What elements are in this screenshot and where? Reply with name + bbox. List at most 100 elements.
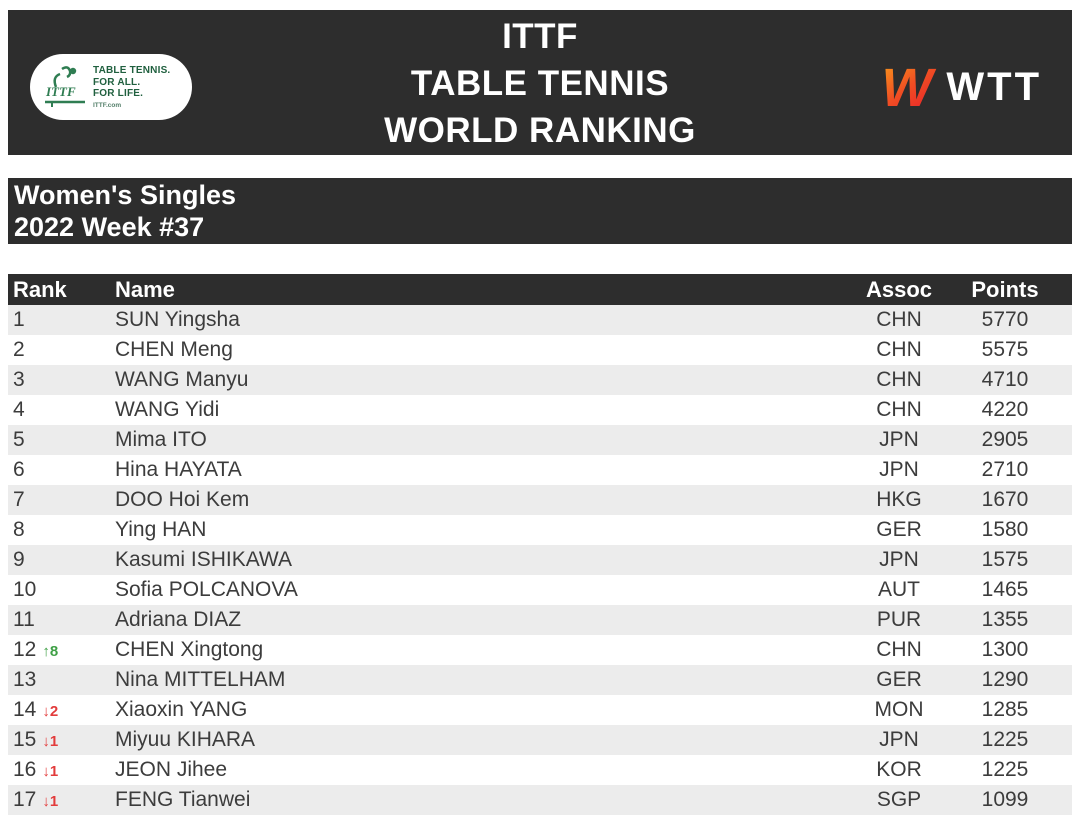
player-points: 2710 bbox=[981, 458, 1029, 481]
table-row: 11 Adriana DIAZ PUR 1355 bbox=[8, 605, 1072, 635]
rank-change-indicator: ↑8 bbox=[42, 643, 59, 660]
rank-cell: 6 bbox=[8, 458, 112, 482]
player-points: 5770 bbox=[981, 308, 1029, 331]
column-header-name: Name bbox=[115, 276, 175, 302]
table-row: 14 ↓2 Xiaoxin YANG MON 1285 bbox=[8, 695, 1072, 725]
rank-cell: 17 ↓1 bbox=[8, 788, 112, 812]
rank-change-indicator: ↓1 bbox=[42, 763, 59, 780]
svg-text:ITTF: ITTF bbox=[45, 84, 76, 99]
table-row: 12 ↑8 CHEN Xingtong CHN 1300 bbox=[8, 635, 1072, 665]
player-points: 2905 bbox=[981, 428, 1029, 451]
ittf-site-label: ITTF.com bbox=[93, 101, 122, 109]
rank-cell: 12 ↑8 bbox=[8, 638, 112, 662]
player-assoc: CHN bbox=[876, 368, 922, 391]
rank-value: 15 bbox=[13, 728, 37, 751]
category-title: Women's Singles bbox=[14, 180, 236, 210]
player-points: 1290 bbox=[981, 668, 1029, 691]
rank-value: 6 bbox=[13, 458, 25, 481]
rank-value: 12 bbox=[13, 638, 37, 661]
column-header-assoc: Assoc bbox=[865, 276, 933, 302]
rank-cell: 1 bbox=[8, 308, 112, 332]
ittf-slogan-line: FOR LIFE. bbox=[93, 88, 144, 100]
rank-cell: 7 bbox=[8, 488, 112, 512]
player-assoc: PUR bbox=[876, 608, 922, 631]
player-assoc: GER bbox=[876, 668, 922, 691]
player-points: 1300 bbox=[981, 638, 1029, 661]
rank-value: 8 bbox=[13, 518, 25, 541]
rank-cell: 5 bbox=[8, 428, 112, 452]
player-assoc: CHN bbox=[876, 398, 922, 421]
player-points: 4710 bbox=[981, 368, 1029, 391]
player-assoc: JPN bbox=[879, 728, 919, 751]
player-name: WANG Manyu bbox=[115, 368, 249, 391]
rank-value: 3 bbox=[13, 368, 25, 391]
player-assoc: JPN bbox=[879, 428, 919, 451]
rank-cell: 15 ↓1 bbox=[8, 728, 112, 752]
table-row: 5 Mima ITO JPN 2905 bbox=[8, 425, 1072, 455]
rank-change-indicator: ↓2 bbox=[42, 703, 59, 720]
rank-value: 11 bbox=[13, 608, 35, 631]
player-name: Sofia POLCANOVA bbox=[115, 578, 298, 601]
player-name: Hina HAYATA bbox=[115, 458, 242, 481]
player-name: CHEN Xingtong bbox=[115, 638, 264, 661]
table-row: 7 DOO Hoi Kem HKG 1670 bbox=[8, 485, 1072, 515]
table-row: 8 Ying HAN GER 1580 bbox=[8, 515, 1072, 545]
player-name: Miyuu KIHARA bbox=[115, 728, 256, 751]
rank-value: 14 bbox=[13, 698, 37, 721]
table-row: 17 ↓1 FENG Tianwei SGP 1099 bbox=[8, 785, 1072, 815]
table-row: 13 Nina MITTELHAM GER 1290 bbox=[8, 665, 1072, 695]
player-assoc: SGP bbox=[876, 788, 922, 811]
player-assoc: AUT bbox=[878, 578, 920, 601]
table-row: 15 ↓1 Miyuu KIHARA JPN 1225 bbox=[8, 725, 1072, 755]
rank-cell: 3 bbox=[8, 368, 112, 392]
player-name: FENG Tianwei bbox=[115, 788, 251, 811]
player-assoc: HKG bbox=[876, 488, 922, 511]
rank-cell: 11 bbox=[8, 608, 112, 632]
column-header-rank: Rank bbox=[13, 276, 67, 302]
table-row: 16 ↓1 JEON Jihee KOR 1225 bbox=[8, 755, 1072, 785]
rank-cell: 13 bbox=[8, 668, 112, 692]
table-body: 1 SUN Yingsha CHN 5770 2 CHEN Meng CHN 5575 3 WAN… bbox=[8, 305, 1072, 815]
player-name: Xiaoxin YANG bbox=[115, 698, 248, 721]
player-name: Adriana DIAZ bbox=[115, 608, 242, 631]
header-bar: ITTF TABLE TENNIS. FOR ALL. FOR LIFE. IT… bbox=[8, 10, 1072, 155]
player-assoc: GER bbox=[876, 518, 922, 541]
player-points: 1355 bbox=[981, 608, 1029, 631]
player-points: 5575 bbox=[981, 338, 1029, 361]
player-name: WANG Yidi bbox=[115, 398, 220, 421]
table-row: 3 WANG Manyu CHN 4710 bbox=[8, 365, 1072, 395]
player-points: 1285 bbox=[981, 698, 1029, 721]
player-name: Nina MITTELHAM bbox=[115, 668, 286, 691]
rank-cell: 8 bbox=[8, 518, 112, 542]
player-assoc: MON bbox=[874, 698, 924, 721]
title-line-1: ITTF bbox=[502, 17, 578, 56]
table-row: 1 SUN Yingsha CHN 5770 bbox=[8, 305, 1072, 335]
title-line-3: WORLD RANKING bbox=[384, 111, 696, 150]
player-points: 1580 bbox=[981, 518, 1029, 541]
rank-value: 9 bbox=[13, 548, 25, 571]
player-assoc: KOR bbox=[876, 758, 922, 781]
player-name: JEON Jihee bbox=[115, 758, 228, 781]
player-assoc: JPN bbox=[879, 548, 919, 571]
player-name: CHEN Meng bbox=[115, 338, 233, 361]
ittf-slogan-line: TABLE TENNIS. bbox=[93, 65, 171, 77]
player-points: 1670 bbox=[981, 488, 1029, 511]
rank-cell: 9 bbox=[8, 548, 112, 572]
player-assoc: CHN bbox=[876, 638, 922, 661]
ittf-player-paddle-icon: ITTF bbox=[45, 66, 85, 107]
player-name: SUN Yingsha bbox=[115, 308, 240, 331]
wtt-w-mark-icon: W bbox=[882, 58, 937, 116]
table-row: 4 WANG Yidi CHN 4220 bbox=[8, 395, 1072, 425]
page-title: ITTF TABLE TENNIS WORLD RANKING bbox=[8, 10, 1072, 154]
rank-value: 16 bbox=[13, 758, 37, 781]
rank-value: 4 bbox=[13, 398, 25, 421]
rank-change-indicator: ↓1 bbox=[42, 733, 59, 750]
player-points: 1575 bbox=[981, 548, 1029, 571]
rank-value: 2 bbox=[13, 338, 25, 361]
player-assoc: CHN bbox=[876, 308, 922, 331]
title-line-2: TABLE TENNIS bbox=[410, 64, 670, 103]
player-points: 1099 bbox=[981, 788, 1029, 811]
rank-cell: 4 bbox=[8, 398, 112, 422]
table-row: 6 Hina HAYATA JPN 2710 bbox=[8, 455, 1072, 485]
rank-change-indicator: ↓1 bbox=[42, 793, 59, 810]
